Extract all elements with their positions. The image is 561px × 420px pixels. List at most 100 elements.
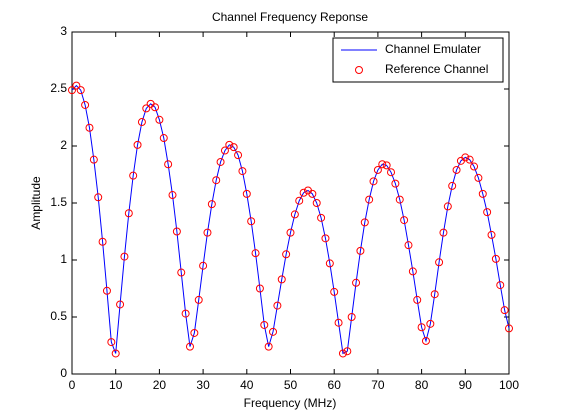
data-point [220,146,229,155]
data-point [404,241,413,250]
data-point [321,234,330,243]
data-point [260,320,269,329]
data-point [172,227,181,236]
data-point [408,267,417,276]
data-point [308,189,317,198]
data-point [269,327,278,336]
data-point [395,195,404,204]
y-tick-label: 2.5 [50,81,67,95]
data-point [461,153,470,162]
x-tick-label: 30 [196,378,210,392]
data-point [81,100,90,109]
data-point [238,167,247,176]
data-point [400,216,409,225]
data-point [365,195,374,204]
data-point [325,259,334,268]
data-line [71,84,510,355]
data-point [330,287,339,296]
data-point [426,319,435,328]
data-point [85,123,94,132]
data-point [98,237,107,246]
x-tick-label: 60 [328,378,342,392]
y-tick-label: 0.5 [50,309,67,323]
data-point [435,258,444,267]
data-point [159,134,168,143]
data-point [216,157,225,166]
data-point [116,300,125,309]
data-point [72,81,81,90]
data-point [203,228,212,237]
legend-label: Channel Emulater [385,42,481,56]
data-point [111,349,120,358]
data-point [487,230,496,239]
legend-marker [355,66,363,74]
y-tick-label: 0 [60,366,67,380]
data-point [133,140,142,149]
data-point [177,268,186,277]
data-point [107,338,116,347]
data-point [151,103,160,112]
data-point [299,188,308,197]
plot-area [71,31,510,375]
data-point [474,173,483,182]
data-point [68,86,76,95]
x-tick-label: 100 [499,378,519,392]
data-point [373,165,382,174]
data-point [247,217,256,226]
data-point [194,295,203,304]
data-point [478,189,487,198]
data-point [129,171,138,180]
y-tick-label: 2 [60,138,67,152]
data-point [312,199,321,207]
data-point [168,191,177,200]
data-point [391,179,400,188]
data-point [229,143,238,152]
data-point [448,181,457,190]
data-point [452,165,461,174]
data-point [124,209,133,218]
data-point [430,290,439,299]
x-tick-label: 90 [459,378,473,392]
y-tick-label: 1 [60,252,67,266]
legend-label: Reference Channel [385,62,488,76]
y-tick-label: 1.5 [50,195,67,209]
data-point [212,176,221,185]
data-point [360,218,369,227]
data-point [185,342,194,351]
data-point [142,104,151,113]
data-point [264,342,273,351]
data-point [120,252,129,261]
data-point [413,295,422,304]
x-tick-label: 10 [109,378,123,392]
data-point [207,200,216,209]
data-point [317,213,326,222]
data-point [439,228,448,237]
data-point [387,168,396,177]
data-point [290,210,299,219]
data-point [251,249,260,258]
data-point [465,155,474,164]
y-tick-label: 3 [60,24,67,38]
data-point [89,155,98,164]
data-point [76,86,85,95]
data-point [369,177,378,186]
data-point [234,151,243,160]
data-point [421,336,430,345]
data-point [417,323,426,332]
x-tick-label: 0 [69,378,76,392]
data-point [94,193,103,202]
data-point [286,228,295,237]
data-point [277,275,286,284]
x-axis-label: Frequency (MHz) [244,396,337,410]
data-point [282,250,291,259]
data-point [334,318,343,327]
data-point [443,202,452,211]
x-tick-label: 80 [415,378,429,392]
data-point [382,161,391,170]
data-point [356,246,365,255]
x-tick-label: 50 [284,378,298,392]
data-point [164,160,173,169]
data-point [378,160,387,169]
x-tick-label: 40 [240,378,254,392]
data-point [242,189,251,198]
